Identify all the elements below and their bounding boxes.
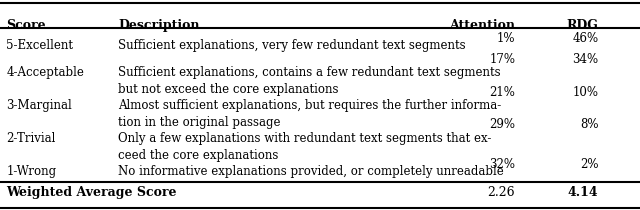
Text: 29%: 29%: [489, 118, 515, 131]
Text: Attention: Attention: [449, 19, 515, 32]
Text: 5-Excellent: 5-Excellent: [6, 39, 74, 52]
Text: 3-Marginal: 3-Marginal: [6, 99, 72, 112]
Text: 17%: 17%: [489, 53, 515, 66]
Text: 10%: 10%: [572, 86, 598, 99]
Text: 21%: 21%: [490, 86, 515, 99]
Text: 2.26: 2.26: [488, 186, 515, 199]
Text: 2%: 2%: [580, 158, 598, 171]
Text: 34%: 34%: [572, 53, 598, 66]
Text: Almost sufficient explanations, but requires the further informa-
tion in the or: Almost sufficient explanations, but requ…: [118, 99, 502, 129]
Text: Score: Score: [6, 19, 46, 32]
Text: 1%: 1%: [497, 32, 515, 45]
Text: Sufficient explanations, very few redundant text segments: Sufficient explanations, very few redund…: [118, 39, 466, 52]
Text: Only a few explanations with redundant text segments that ex-
ceed the core expl: Only a few explanations with redundant t…: [118, 132, 492, 162]
Text: 32%: 32%: [489, 158, 515, 171]
Text: No informative explanations provided, or completely unreadable: No informative explanations provided, or…: [118, 165, 504, 178]
Text: Description: Description: [118, 19, 200, 32]
Text: 8%: 8%: [580, 118, 598, 131]
Text: 4-Acceptable: 4-Acceptable: [6, 66, 84, 79]
Text: 46%: 46%: [572, 32, 598, 45]
Text: 1-Wrong: 1-Wrong: [6, 165, 56, 178]
Text: 4.14: 4.14: [568, 186, 598, 199]
Text: 2-Trivial: 2-Trivial: [6, 132, 56, 145]
Text: Sufficient explanations, contains a few redundant text segments
but not exceed t: Sufficient explanations, contains a few …: [118, 66, 501, 96]
Text: RDG: RDG: [566, 19, 598, 32]
Text: Weighted Average Score: Weighted Average Score: [6, 186, 177, 199]
